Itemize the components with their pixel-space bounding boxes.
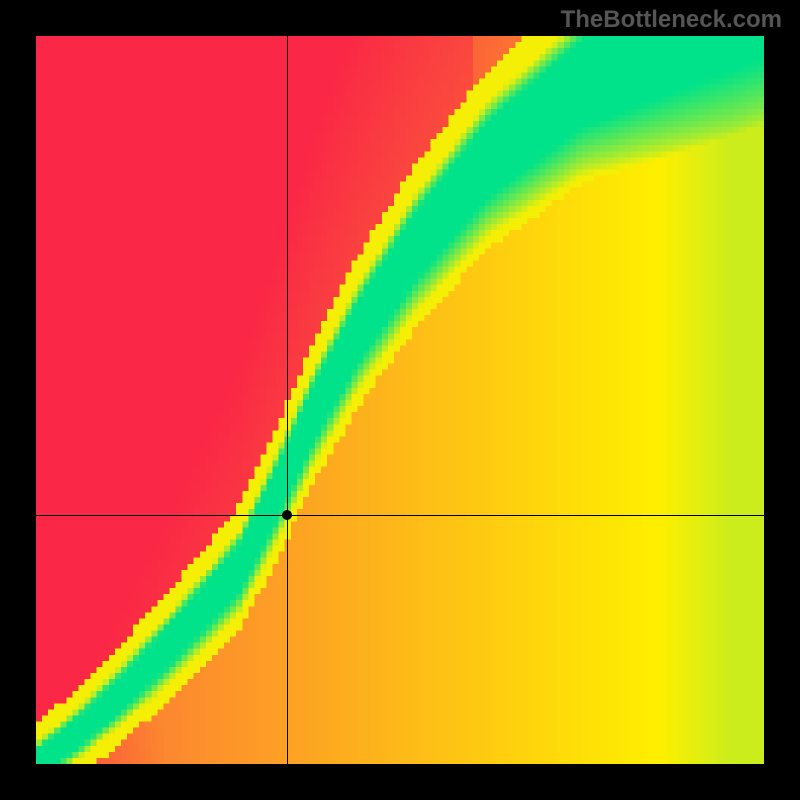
crosshair-horizontal	[36, 515, 764, 516]
crosshair-marker	[282, 510, 292, 520]
plot-area	[36, 36, 764, 764]
chart-container: TheBottleneck.com	[0, 0, 800, 800]
heatmap-canvas	[36, 36, 764, 764]
watermark-text: TheBottleneck.com	[561, 6, 782, 34]
crosshair-vertical	[287, 36, 288, 764]
